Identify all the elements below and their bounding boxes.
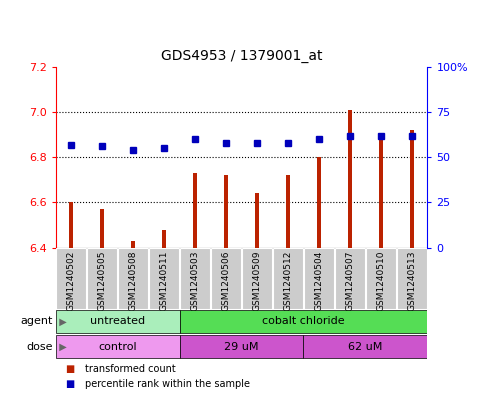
Bar — [397, 248, 427, 309]
Bar — [211, 248, 241, 309]
Bar — [162, 230, 166, 248]
Text: GSM1240511: GSM1240511 — [159, 251, 169, 311]
Text: percentile rank within the sample: percentile rank within the sample — [85, 379, 250, 389]
Bar — [87, 248, 117, 309]
Bar — [180, 248, 210, 309]
Bar — [286, 175, 290, 248]
Text: ▶: ▶ — [53, 316, 67, 326]
Text: cobalt chloride: cobalt chloride — [262, 316, 345, 326]
Text: ■: ■ — [65, 364, 74, 374]
Bar — [366, 248, 396, 309]
Bar — [224, 175, 228, 248]
Text: transformed count: transformed count — [85, 364, 175, 374]
Text: GSM1240503: GSM1240503 — [190, 251, 199, 311]
Text: GSM1240512: GSM1240512 — [284, 251, 293, 311]
Text: 29 uM: 29 uM — [224, 342, 259, 352]
Bar — [56, 310, 180, 333]
Text: untreated: untreated — [90, 316, 145, 326]
Bar — [56, 248, 86, 309]
Bar — [255, 193, 259, 248]
Bar — [317, 157, 321, 248]
Text: GSM1240505: GSM1240505 — [98, 251, 107, 311]
Text: GSM1240502: GSM1240502 — [67, 251, 75, 311]
Text: GSM1240508: GSM1240508 — [128, 251, 138, 311]
Text: GSM1240507: GSM1240507 — [345, 251, 355, 311]
Text: 62 uM: 62 uM — [348, 342, 383, 352]
Bar — [100, 209, 104, 248]
Bar — [242, 248, 272, 309]
Bar — [304, 248, 334, 309]
Text: ■: ■ — [65, 379, 74, 389]
Text: GSM1240510: GSM1240510 — [376, 251, 385, 311]
Text: agent: agent — [21, 316, 53, 326]
Text: ▶: ▶ — [53, 342, 67, 352]
Text: control: control — [98, 342, 137, 352]
Bar — [410, 130, 414, 248]
Bar — [193, 173, 197, 248]
Text: dose: dose — [27, 342, 53, 352]
Bar — [379, 134, 383, 248]
Bar — [69, 202, 73, 248]
Bar — [273, 248, 303, 309]
Bar — [303, 335, 427, 358]
Bar — [118, 248, 148, 309]
Text: GDS4953 / 1379001_at: GDS4953 / 1379001_at — [161, 49, 322, 63]
Bar — [180, 335, 303, 358]
Bar — [335, 248, 365, 309]
Bar — [348, 110, 352, 248]
Bar — [56, 335, 180, 358]
Text: GSM1240506: GSM1240506 — [222, 251, 230, 311]
Text: GSM1240509: GSM1240509 — [253, 251, 261, 311]
Text: GSM1240513: GSM1240513 — [408, 251, 416, 311]
Bar — [131, 241, 135, 248]
Bar — [180, 310, 427, 333]
Text: GSM1240504: GSM1240504 — [314, 251, 324, 311]
Bar — [149, 248, 179, 309]
